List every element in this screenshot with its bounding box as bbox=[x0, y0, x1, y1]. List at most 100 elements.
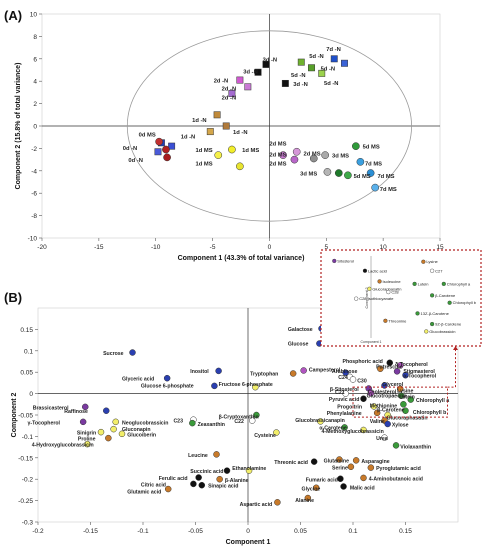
point-label: Brassicasterol bbox=[33, 405, 69, 411]
point-c30 bbox=[349, 376, 357, 383]
inset-connector bbox=[447, 346, 456, 388]
point-label: Pyroglutamic acid bbox=[376, 466, 421, 472]
point-label: γ-Tocopherol bbox=[28, 420, 61, 426]
point-label: 3d -N bbox=[243, 70, 258, 76]
point-label: Urea bbox=[376, 436, 388, 442]
point-label: Inositol bbox=[190, 369, 209, 375]
point-pyroglutamic-acid bbox=[367, 464, 375, 471]
point-glucobrassicanapin bbox=[317, 418, 324, 425]
point-4-hydroxyglucobrassicin bbox=[84, 440, 91, 448]
point-label: Gluconapin bbox=[122, 427, 151, 433]
point-label: Glutamine bbox=[324, 458, 349, 464]
point-2d-n bbox=[228, 90, 236, 97]
point-label: Methionine bbox=[370, 404, 397, 410]
inset-point bbox=[415, 311, 420, 316]
point-ferulic-acid bbox=[195, 474, 202, 481]
point-stigmasterol bbox=[393, 368, 401, 375]
point-pyruvic-acid bbox=[360, 395, 367, 402]
point-brassicasterol bbox=[82, 403, 89, 411]
point-1d-ms bbox=[214, 151, 223, 159]
inset-point-label: C28 bbox=[391, 290, 399, 295]
point-label: Progoitrin bbox=[337, 405, 362, 411]
point-neoglucobrassicin bbox=[112, 418, 119, 426]
point-cysteine bbox=[273, 429, 280, 436]
point-label: 2d -N bbox=[222, 86, 237, 92]
point-label: 3d -N bbox=[263, 57, 278, 63]
x-tick-label: -15 bbox=[94, 244, 104, 251]
point--tocopherol bbox=[79, 418, 87, 426]
point-2d-ms bbox=[292, 147, 301, 156]
x-tick-label: 0.1 bbox=[348, 528, 357, 535]
point-label: Violaxanthin bbox=[400, 444, 431, 450]
point-label: Glucoiberin bbox=[127, 432, 156, 438]
point-glycine bbox=[313, 484, 320, 492]
y-tick-label: -0.3 bbox=[22, 520, 34, 527]
point-label: 2d MS bbox=[304, 151, 321, 157]
point-alanine bbox=[304, 494, 312, 502]
point-label: Leucine bbox=[188, 453, 208, 459]
point-0d-n bbox=[168, 142, 176, 150]
x-tick-label: 0.05 bbox=[294, 528, 307, 535]
point-label: 7d -N bbox=[326, 47, 341, 53]
y-tick-label: 2 bbox=[33, 101, 37, 108]
inset-point bbox=[412, 281, 417, 286]
point-label: α-Tocopherol bbox=[403, 374, 436, 380]
zoom-inset: Component 1 Component 2 Sitosterol Lactic a… bbox=[320, 249, 482, 388]
point-0d-ms bbox=[162, 145, 170, 154]
point-label: Aspartic acid bbox=[240, 502, 273, 508]
point-chlorophyll-a bbox=[407, 396, 414, 403]
point-label: 5d -N bbox=[324, 81, 339, 87]
point-label: Putrescine bbox=[376, 365, 403, 371]
y-tick-label: -4 bbox=[31, 168, 37, 175]
y-tick-label: 8 bbox=[33, 34, 37, 41]
point-label: Cholesterol bbox=[368, 390, 397, 396]
inset-arrow bbox=[453, 346, 458, 350]
point-label: Ferulic acid bbox=[159, 476, 188, 482]
inset-point bbox=[441, 281, 446, 286]
point-label: Sinapic acid bbox=[208, 483, 238, 489]
point-label: 2d -N bbox=[214, 79, 229, 85]
inset-point-label: C28 Isothiocyanate bbox=[359, 296, 394, 301]
x-axis-title: Component 1 bbox=[226, 539, 271, 546]
point-threonic-acid bbox=[310, 458, 318, 465]
point-label: 7d MS bbox=[365, 161, 382, 167]
point-7d-n bbox=[341, 59, 348, 67]
point-label: Serine bbox=[332, 465, 348, 471]
point-glucoraphasatin bbox=[384, 411, 391, 419]
point-raffinose bbox=[103, 407, 110, 414]
point-label: 5d -N bbox=[321, 66, 336, 72]
y-tick-label: 0.1 bbox=[24, 348, 33, 355]
point-label: Succinic acid bbox=[190, 469, 223, 475]
point-chlorophyll-b bbox=[402, 407, 409, 414]
x-tick-label: 0 bbox=[246, 528, 250, 535]
point-xylose bbox=[384, 420, 391, 428]
loading-plot: -0.2 -0.15 -0.1 -0.05 0 0.05 0.1 0.15 -0.3 -0.25 -… bbox=[11, 307, 459, 546]
point--tocopherol bbox=[402, 371, 409, 379]
point-c21 bbox=[342, 390, 349, 397]
y-tick-label: 0 bbox=[33, 124, 37, 131]
point-3d-ms bbox=[309, 154, 318, 163]
confidence-ellipse bbox=[126, 30, 412, 222]
y-tick-label: 0.15 bbox=[20, 327, 33, 334]
point-3d-n bbox=[262, 60, 270, 68]
point-5d-ms bbox=[352, 142, 360, 151]
point-label: 3d MS bbox=[300, 172, 317, 178]
point-2d-ms bbox=[279, 151, 287, 159]
inset-point bbox=[421, 259, 426, 264]
point-label: 1d -N bbox=[181, 135, 196, 141]
point-proline bbox=[105, 434, 112, 442]
x-tick-label: 0.15 bbox=[399, 528, 412, 535]
x-tick-label: 5 bbox=[324, 244, 328, 251]
x-tick-label: -0.15 bbox=[83, 528, 98, 535]
point-label: 4-Aminobutanoic acid bbox=[369, 476, 423, 482]
point-label: Stigmasterol bbox=[403, 369, 435, 375]
inset-point-label: Chlorophyll b bbox=[453, 300, 477, 305]
y-tick-label: 10 bbox=[30, 12, 38, 19]
point-lutein bbox=[398, 392, 405, 399]
point-progoitrin bbox=[370, 403, 378, 410]
point-label: Pyruvic acid bbox=[329, 397, 360, 403]
inset-point-label: Chlorophyll a bbox=[447, 281, 471, 286]
y-tick-label: -2 bbox=[31, 146, 37, 153]
point-0d-ms bbox=[163, 153, 171, 162]
inset-point bbox=[377, 279, 382, 284]
